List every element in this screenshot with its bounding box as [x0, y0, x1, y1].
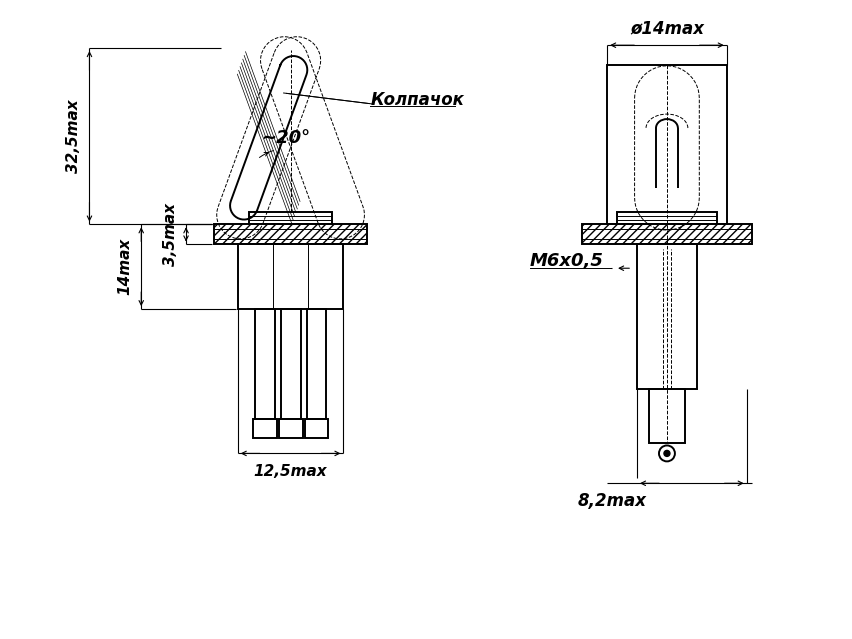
Bar [255, 309, 274, 419]
Bar [238, 244, 343, 309]
Text: ~20°: ~20° [261, 129, 310, 147]
Bar [617, 212, 717, 224]
Text: M6x0,5: M6x0,5 [530, 252, 603, 270]
Text: 8,2max: 8,2max [578, 492, 647, 510]
Bar [249, 212, 332, 224]
Bar [279, 419, 302, 438]
Bar [304, 419, 328, 438]
Text: ø14max: ø14max [630, 19, 704, 37]
Text: 14max: 14max [118, 238, 133, 295]
Text: Колпачок: Колпачок [371, 91, 464, 109]
Text: 12,5max: 12,5max [254, 464, 327, 479]
Text: 32,5max: 32,5max [66, 100, 81, 173]
Bar [637, 244, 697, 389]
Bar [607, 65, 727, 224]
Bar [582, 224, 751, 244]
Bar [214, 224, 367, 244]
Bar [253, 419, 277, 438]
Text: 3,5max: 3,5max [163, 203, 177, 266]
Bar [307, 309, 326, 419]
Bar [280, 309, 301, 419]
Bar [649, 389, 685, 443]
Circle shape [664, 450, 670, 456]
